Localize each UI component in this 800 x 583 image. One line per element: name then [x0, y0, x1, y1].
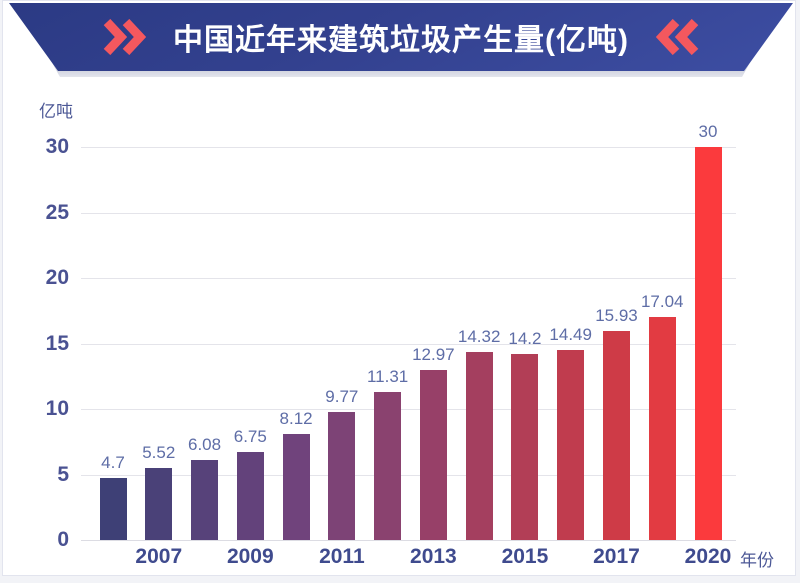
x-tick-label-2011: 2011 — [319, 545, 365, 568]
y-tick-label-15: 15 — [45, 331, 69, 355]
y-tick-label-30: 30 — [45, 135, 69, 158]
y-tick-label-25: 25 — [45, 200, 69, 224]
bar-3 — [191, 460, 219, 540]
bar-value-label-9: 14.32 — [457, 327, 501, 347]
bar-5 — [282, 433, 310, 540]
x-tick-label-2017: 2017 — [593, 545, 640, 568]
x-tick-label-2013: 2013 — [410, 545, 457, 568]
gridline-15 — [81, 343, 736, 345]
bar-12 — [602, 331, 630, 540]
x-axis-unit-label: 年份 — [740, 551, 774, 570]
bar-value-label-13: 17.04 — [640, 291, 684, 311]
bar-value-label-1: 4.7 — [101, 453, 125, 473]
gridline-10 — [81, 409, 736, 410]
double-chevron-right-icon — [103, 19, 147, 55]
bar-2 — [145, 467, 173, 540]
bar-11 — [557, 350, 585, 540]
bar-4 — [236, 451, 264, 540]
bar-value-label-6: 9.77 — [325, 387, 359, 406]
bar-value-label-11: 14.49 — [549, 325, 592, 345]
bar-value-label-3: 6.08 — [187, 435, 222, 455]
title-banner: 中国近年来建筑垃圾产生量(亿吨) — [9, 3, 793, 71]
y-tick-label-0: 0 — [57, 528, 69, 551]
x-tick-label-2007: 2007 — [135, 545, 183, 568]
chart-title: 中国近年来建筑垃圾产生量(亿吨) — [173, 24, 629, 57]
gridline-25 — [81, 212, 736, 214]
x-tick-label-2009: 2009 — [226, 545, 274, 568]
y-tick-label-5: 5 — [57, 462, 69, 486]
y-axis-unit-label: 亿吨 — [39, 102, 73, 121]
gridline-20 — [81, 278, 736, 279]
bar-10 — [511, 353, 539, 540]
gridline-5 — [81, 474, 736, 476]
gridline-30 — [81, 147, 736, 148]
bar-value-label-10: 14.2 — [508, 328, 542, 348]
bar-14 — [694, 147, 722, 540]
bar-9 — [465, 352, 493, 540]
double-chevron-left-icon — [655, 19, 699, 55]
bar-value-label-4: 6.75 — [233, 426, 267, 446]
bar-8 — [419, 370, 447, 540]
bar-13 — [648, 316, 676, 540]
x-tick-label-2020: 2020 — [684, 545, 732, 568]
y-tick-label-10: 10 — [45, 397, 69, 420]
x-tick-label-2015: 2015 — [501, 545, 549, 568]
bar-value-label-5: 8.12 — [279, 408, 313, 428]
bar-value-label-12: 15.93 — [595, 306, 638, 326]
bar-7 — [374, 391, 402, 540]
bar-value-label-8: 12.97 — [412, 345, 455, 365]
bar-value-label-7: 11.31 — [366, 366, 409, 386]
bar-value-label-2: 5.52 — [142, 442, 176, 462]
bar-value-label-14: 30 — [698, 122, 718, 141]
bar-1 — [99, 478, 127, 540]
y-tick-label-20: 20 — [45, 266, 69, 289]
bar-6 — [328, 412, 356, 540]
gridline-0 — [81, 540, 736, 541]
